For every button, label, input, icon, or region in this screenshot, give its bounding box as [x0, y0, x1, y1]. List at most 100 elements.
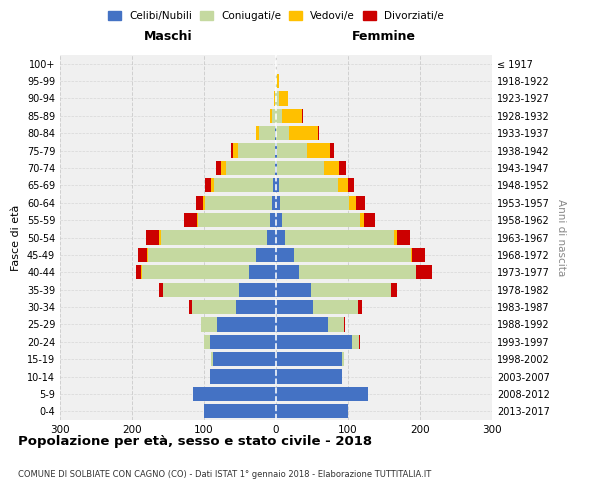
Bar [142, 265, 248, 280]
Bar [248, 265, 276, 280]
Bar [136, 265, 142, 280]
Bar [276, 265, 299, 280]
Bar [276, 248, 294, 262]
Bar [358, 300, 362, 314]
Bar [211, 352, 212, 366]
Bar [324, 161, 338, 175]
Y-axis label: Fasce di età: Fasce di età [11, 204, 21, 270]
Bar [233, 144, 238, 158]
Bar [276, 196, 280, 210]
Bar [163, 282, 239, 297]
Bar [211, 178, 214, 192]
Bar [313, 300, 358, 314]
Bar [280, 196, 349, 210]
Bar [276, 300, 313, 314]
Bar [311, 282, 391, 297]
Bar [205, 178, 211, 192]
Bar [203, 196, 205, 210]
Bar [139, 248, 147, 262]
Bar [275, 92, 276, 106]
Bar [226, 161, 275, 175]
Bar [272, 108, 276, 123]
Bar [276, 74, 277, 88]
Legend: Celibi/Nubili, Coniugati/e, Vedovi/e, Divorziati/e: Celibi/Nubili, Coniugati/e, Vedovi/e, Di… [105, 8, 447, 24]
Bar [275, 144, 276, 158]
Bar [276, 178, 279, 192]
Bar [416, 265, 432, 280]
Bar [238, 144, 275, 158]
Bar [284, 230, 394, 244]
Bar [204, 404, 276, 418]
Bar [160, 230, 161, 244]
Bar [330, 144, 334, 158]
Bar [201, 318, 217, 332]
Bar [294, 248, 410, 262]
Text: COMUNE DI SOLBIATE CON CAGNO (CO) - Dati ISTAT 1° gennaio 2018 - Elaborazione TU: COMUNE DI SOLBIATE CON CAGNO (CO) - Dati… [18, 470, 431, 479]
Y-axis label: Anni di nascita: Anni di nascita [556, 199, 566, 276]
Bar [277, 144, 307, 158]
Bar [236, 300, 276, 314]
Bar [412, 248, 425, 262]
Bar [210, 370, 276, 384]
Bar [184, 213, 197, 227]
Bar [274, 92, 275, 106]
Bar [212, 352, 276, 366]
Bar [270, 108, 272, 123]
Bar [282, 108, 302, 123]
Bar [276, 144, 277, 158]
Bar [148, 248, 256, 262]
Bar [276, 404, 348, 418]
Bar [232, 144, 233, 158]
Bar [192, 300, 236, 314]
Bar [273, 178, 276, 192]
Bar [276, 282, 311, 297]
Bar [352, 334, 359, 349]
Bar [299, 265, 416, 280]
Bar [215, 161, 221, 175]
Bar [276, 126, 289, 140]
Bar [276, 230, 284, 244]
Bar [275, 126, 276, 140]
Bar [279, 178, 338, 192]
Bar [338, 178, 348, 192]
Bar [204, 334, 210, 349]
Bar [217, 318, 276, 332]
Bar [277, 161, 324, 175]
Bar [344, 318, 345, 332]
Bar [289, 126, 318, 140]
Bar [239, 282, 276, 297]
Bar [256, 126, 259, 140]
Bar [272, 196, 276, 210]
Bar [270, 213, 276, 227]
Bar [276, 92, 279, 106]
Bar [394, 230, 397, 244]
Text: Popolazione per età, sesso e stato civile - 2018: Popolazione per età, sesso e stato civil… [18, 435, 372, 448]
Bar [391, 282, 397, 297]
Bar [276, 213, 282, 227]
Bar [147, 248, 148, 262]
Text: Maschi: Maschi [143, 30, 193, 43]
Bar [198, 213, 270, 227]
Bar [276, 387, 368, 401]
Bar [318, 126, 319, 140]
Bar [161, 230, 268, 244]
Bar [256, 248, 276, 262]
Bar [277, 74, 279, 88]
Bar [210, 334, 276, 349]
Text: Femmine: Femmine [352, 30, 416, 43]
Bar [348, 178, 354, 192]
Bar [214, 178, 273, 192]
Bar [146, 230, 160, 244]
Bar [276, 352, 342, 366]
Bar [397, 230, 410, 244]
Bar [221, 161, 226, 175]
Bar [282, 213, 359, 227]
Bar [196, 196, 203, 210]
Bar [359, 334, 360, 349]
Bar [189, 300, 192, 314]
Bar [410, 248, 412, 262]
Bar [328, 318, 344, 332]
Bar [338, 161, 346, 175]
Bar [279, 92, 287, 106]
Bar [259, 126, 275, 140]
